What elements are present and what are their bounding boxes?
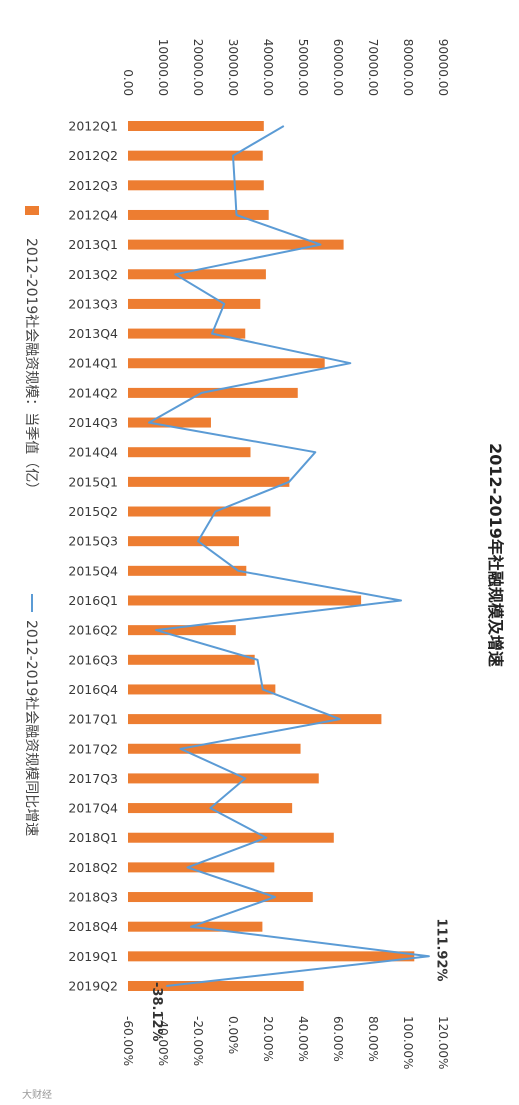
legend-line-label: 2012-2019社会融资规模同比增速 (23, 620, 39, 836)
bar (128, 892, 313, 903)
chart-title: 2012-2019年社融规模及增速 (486, 443, 505, 667)
bar (128, 862, 275, 873)
primary-tick-label: 20000.00 (191, 39, 205, 96)
category-label: 2018Q1 (68, 830, 118, 845)
category-label: 2016Q3 (68, 652, 118, 667)
category-label: 2018Q2 (68, 860, 118, 875)
category-axis: 2012Q1 2012Q2 2012Q3 2012Q4 2013Q1 2013Q2 2013… (68, 119, 118, 994)
secondary-tick-label: 80.00% (366, 1016, 380, 1062)
category-label: 2012Q1 (68, 119, 118, 134)
category-label: 2013Q3 (68, 296, 118, 311)
bar (128, 387, 298, 398)
primary-tick-label: 10000.00 (156, 39, 170, 96)
category-label: 2013Q4 (68, 326, 118, 341)
bar (128, 180, 264, 191)
secondary-tick-label: 20.00% (261, 1016, 275, 1062)
secondary-axis: -60.00% -40.00% -20.00% 0.00% 20.00% 40.00% 60… (121, 1016, 450, 1069)
bar (128, 298, 261, 309)
bar (128, 417, 211, 428)
bar (128, 536, 239, 547)
category-label: 2014Q1 (68, 356, 118, 371)
bar (128, 358, 325, 369)
category-label: 2017Q2 (68, 741, 118, 756)
secondary-tick-label: 0.00% (226, 1016, 240, 1054)
category-label: 2012Q2 (68, 148, 118, 163)
secondary-tick-label: 40.00% (296, 1016, 310, 1062)
secondary-tick-label: -40.00% (156, 1016, 170, 1066)
primary-tick-label: 70000.00 (366, 39, 380, 96)
category-label: 2015Q3 (68, 534, 118, 549)
bar (128, 684, 276, 695)
legend: 2012-2019社会融资规模：当季值（亿） 2012-2019社会融资规模同比… (23, 206, 39, 836)
category-label: 2015Q4 (68, 563, 118, 578)
data-label: 111.92% (433, 918, 448, 981)
bar (128, 476, 290, 487)
category-label: 2014Q2 (68, 385, 118, 400)
category-label: 2017Q1 (68, 712, 118, 727)
bar (128, 239, 344, 250)
secondary-tick-label: 120.00% (436, 1016, 450, 1069)
bar (128, 981, 304, 991)
bar (128, 595, 362, 606)
secondary-tick-label: 60.00% (331, 1016, 345, 1062)
primary-tick-label: 50000.00 (296, 39, 310, 96)
bar (128, 565, 247, 576)
bar (128, 328, 246, 339)
legend-bar-label: 2012-2019社会融资规模：当季值（亿） (23, 238, 39, 496)
primary-tick-label: 0.00 (121, 69, 135, 96)
secondary-tick-label: -20.00% (191, 1016, 205, 1066)
category-label: 2019Q2 (68, 979, 118, 994)
category-label: 2014Q3 (68, 415, 118, 430)
bar (128, 773, 319, 784)
category-label: 2019Q1 (68, 949, 118, 964)
data-label: -38.12% (149, 982, 164, 1042)
bar (128, 506, 271, 517)
secondary-tick-label: 100.00% (401, 1016, 415, 1069)
category-label: 2014Q4 (68, 445, 118, 460)
growth-line (148, 125, 430, 987)
bar (128, 150, 263, 161)
category-label: 2016Q2 (68, 623, 118, 638)
category-label: 2013Q1 (68, 237, 118, 252)
legend-bar-swatch (25, 206, 39, 215)
category-label: 2017Q3 (68, 771, 118, 786)
primary-tick-label: 60000.00 (331, 39, 345, 96)
bar (128, 951, 415, 962)
category-label: 2015Q2 (68, 504, 118, 519)
bar (128, 121, 264, 131)
bar (128, 447, 251, 458)
category-label: 2017Q4 (68, 801, 118, 816)
category-label: 2013Q2 (68, 267, 118, 282)
line-series (148, 125, 430, 987)
secondary-tick-label: -60.00% (121, 1016, 135, 1066)
category-label: 2018Q4 (68, 919, 118, 934)
bar (128, 654, 255, 665)
bar (128, 625, 236, 636)
primary-tick-label: 40000.00 (261, 39, 275, 96)
category-label: 2015Q1 (68, 474, 118, 489)
bar (128, 743, 301, 754)
bar (128, 209, 269, 220)
primary-tick-label: 30000.00 (226, 39, 240, 96)
category-label: 2016Q1 (68, 593, 118, 608)
primary-tick-label: 90000.00 (436, 39, 450, 96)
bar (128, 832, 334, 843)
category-label: 2012Q3 (68, 178, 118, 193)
category-label: 2016Q4 (68, 682, 118, 697)
primary-axis: 0.00 10000.00 20000.00 30000.00 40000.00 5000… (121, 39, 450, 96)
annotations: 111.92% -38.12% (149, 918, 449, 1041)
bar (128, 269, 266, 280)
watermark: 大财经 (22, 1088, 52, 1101)
bar-series (128, 121, 415, 991)
primary-tick-label: 80000.00 (401, 39, 415, 96)
category-label: 2012Q4 (68, 207, 118, 222)
bar (128, 714, 382, 725)
category-label: 2018Q3 (68, 890, 118, 905)
